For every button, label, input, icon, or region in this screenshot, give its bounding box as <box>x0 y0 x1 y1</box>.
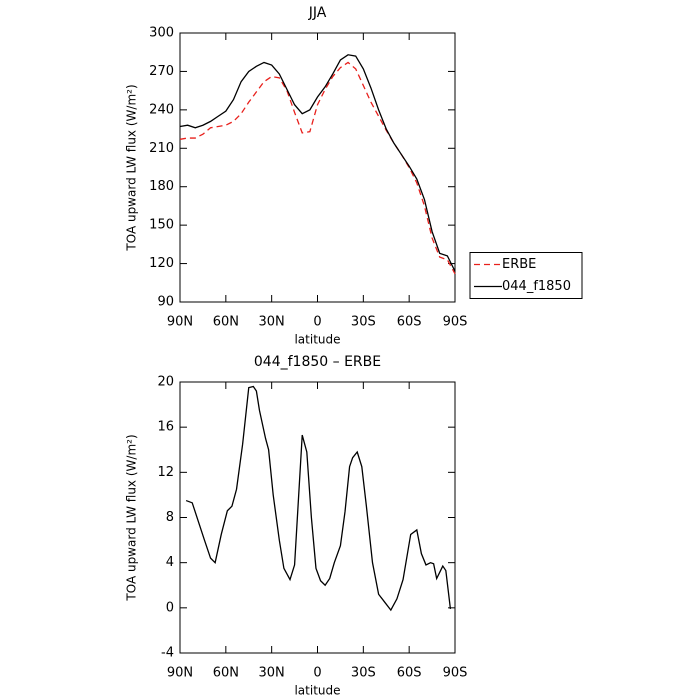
legend-label: 044_f1850 <box>502 279 571 294</box>
x-tick-label: 60N <box>213 666 239 681</box>
x-tick-label: 90N <box>167 315 193 330</box>
x-tick-label: 90N <box>167 666 193 681</box>
y-tick-label: 210 <box>149 141 174 156</box>
y-tick-label: 0 <box>166 600 174 615</box>
y-tick-label: 270 <box>149 64 174 79</box>
plot-frame <box>179 381 456 654</box>
line-series <box>179 54 456 272</box>
y-tick-label: 240 <box>149 102 174 117</box>
x-tick-label: 60S <box>397 315 422 330</box>
plot-frame <box>179 32 456 303</box>
x-tick-label: 90S <box>443 666 468 681</box>
y-tick-label: 180 <box>149 179 174 194</box>
x-tick-label: 60S <box>397 666 422 681</box>
y-tick-label: -4 <box>161 646 174 661</box>
y-tick-label: 12 <box>157 465 174 480</box>
y-axis-label: TOA upward LW flux (W/m²) <box>125 84 139 251</box>
y-axis-label: TOA upward LW flux (W/m²) <box>125 434 139 601</box>
y-tick-label: 300 <box>149 26 174 41</box>
legend-label: ERBE <box>502 257 536 272</box>
x-axis-label: latitude <box>294 333 340 347</box>
y-tick-label: 20 <box>157 375 174 390</box>
legend-box <box>469 252 583 299</box>
line-series <box>185 385 452 612</box>
x-axis-label: latitude <box>294 684 340 698</box>
y-tick-label: 4 <box>166 555 174 570</box>
y-tick-label: 150 <box>149 218 174 233</box>
x-tick-label: 30N <box>259 315 285 330</box>
x-tick-label: 60N <box>213 315 239 330</box>
y-tick-label: 8 <box>166 510 174 525</box>
x-tick-label: 30S <box>351 666 376 681</box>
line-series <box>179 61 456 275</box>
y-tick-label: 16 <box>157 420 174 435</box>
y-tick-label: 90 <box>157 295 174 310</box>
y-tick-label: 120 <box>149 256 174 271</box>
x-tick-label: 0 <box>313 666 321 681</box>
chart-title: JJA <box>308 5 327 21</box>
x-tick-label: 30N <box>259 666 285 681</box>
x-tick-label: 90S <box>443 315 468 330</box>
x-tick-label: 0 <box>313 315 321 330</box>
chart-title: 044_f1850 – ERBE <box>254 354 381 370</box>
x-tick-label: 30S <box>351 315 376 330</box>
